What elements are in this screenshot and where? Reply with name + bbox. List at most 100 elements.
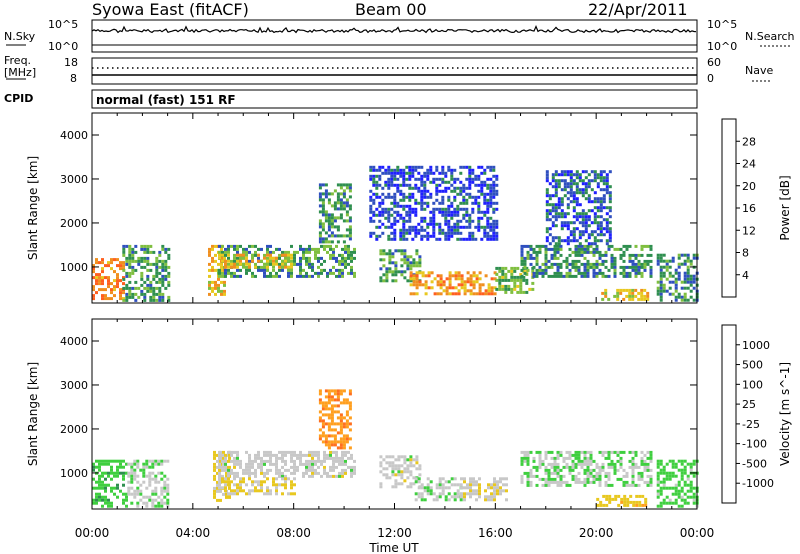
echo-region xyxy=(520,450,653,487)
echo-cell xyxy=(598,471,602,475)
echo-cell xyxy=(556,274,560,278)
echo-cell xyxy=(221,259,224,263)
echo-cell xyxy=(578,242,582,246)
beam-title: Beam 00 xyxy=(355,0,427,19)
echo-cell xyxy=(333,204,337,208)
echo-cell xyxy=(275,477,278,481)
echo-cell xyxy=(236,486,239,490)
echo-cell xyxy=(281,265,284,269)
echo-cell xyxy=(394,464,398,468)
echo-cell xyxy=(403,455,407,459)
echo-cell xyxy=(631,450,635,454)
echo-cell xyxy=(619,462,623,466)
echo-cell xyxy=(149,298,153,302)
echo-cell xyxy=(578,173,582,177)
echo-cell xyxy=(290,244,293,248)
echo-cell xyxy=(529,471,533,475)
echo-cell xyxy=(640,274,644,278)
echo-cell xyxy=(559,480,563,484)
echo-cell xyxy=(426,195,430,199)
echo-cell xyxy=(501,269,505,273)
echo-cell xyxy=(439,277,443,281)
echo-cell xyxy=(113,492,116,496)
time-axis: 00:00 04:00 08:00 12:00 16:00 20:00 00:00 xyxy=(75,526,715,540)
echo-cell xyxy=(538,456,542,460)
echo-cell xyxy=(375,207,379,211)
echo-cell xyxy=(520,247,524,251)
echo-cell xyxy=(441,189,445,193)
echo-cell xyxy=(420,498,424,502)
echo-cell xyxy=(584,176,588,180)
echo-cell xyxy=(602,503,606,507)
echo-cell xyxy=(628,259,632,263)
echo-cell xyxy=(155,298,159,302)
echo-cell xyxy=(674,289,678,293)
echo-cell xyxy=(323,465,326,469)
echo-cell xyxy=(471,177,475,181)
echo-cell xyxy=(299,262,302,266)
echo-cell xyxy=(122,244,126,248)
echo-cell xyxy=(671,486,675,490)
echo-cell xyxy=(336,446,340,450)
echo-cell xyxy=(154,462,158,466)
echo-cell xyxy=(535,483,539,487)
echo-cell xyxy=(281,492,284,496)
echo-cell xyxy=(492,165,496,169)
echo-cell xyxy=(224,465,227,469)
echo-cell xyxy=(560,200,564,204)
echo-cell xyxy=(384,168,388,172)
echo-cell xyxy=(260,265,263,269)
echo-cell xyxy=(290,465,293,469)
echo-cell xyxy=(457,292,461,296)
echo-cell xyxy=(330,219,334,223)
echo-cell xyxy=(559,453,563,457)
echo-cell xyxy=(408,174,412,178)
echo-cell xyxy=(139,483,143,487)
echo-cell xyxy=(287,468,290,472)
echo-cell xyxy=(423,228,427,232)
echo-cell xyxy=(269,489,272,493)
echo-cell xyxy=(640,471,644,475)
echo-cell xyxy=(634,274,638,278)
echo-cell xyxy=(584,212,588,216)
echo-cell xyxy=(450,483,454,487)
echo-cell xyxy=(463,286,467,290)
echo-cell xyxy=(671,256,675,260)
echo-cell xyxy=(318,428,322,432)
echo-cell xyxy=(116,468,119,472)
echo-cell xyxy=(336,195,340,199)
echo-cell xyxy=(483,198,487,202)
echo-cell xyxy=(154,480,158,484)
echo-cell xyxy=(110,504,113,508)
echo-cell xyxy=(402,180,406,184)
echo-cell xyxy=(551,203,555,207)
echo-cell xyxy=(218,250,221,254)
echo-cell xyxy=(554,185,558,189)
echo-cell xyxy=(396,219,400,223)
echo-cell xyxy=(409,267,413,271)
echo-cell xyxy=(520,474,524,478)
echo-cell xyxy=(541,268,545,272)
echo-cell xyxy=(569,182,573,186)
echo-cell xyxy=(587,194,591,198)
echo-cell xyxy=(596,185,600,189)
echo-cell xyxy=(459,237,463,241)
echo-cell xyxy=(327,228,331,232)
echo-cell xyxy=(101,471,104,475)
echo-cell xyxy=(336,225,340,229)
echo-cell xyxy=(659,256,663,260)
echo-cell xyxy=(456,489,460,493)
echo-cell xyxy=(456,237,460,241)
echo-cell xyxy=(338,274,341,278)
echo-cell xyxy=(566,185,570,189)
echo-cell xyxy=(394,479,398,483)
echo-cell xyxy=(329,450,332,454)
echo-cell xyxy=(554,170,558,174)
echo-cell xyxy=(230,450,233,454)
echo-cell xyxy=(421,274,425,278)
echo-cell xyxy=(125,495,128,499)
echo-cell xyxy=(602,179,606,183)
echo-cell xyxy=(402,228,406,232)
echo-cell xyxy=(284,450,287,454)
